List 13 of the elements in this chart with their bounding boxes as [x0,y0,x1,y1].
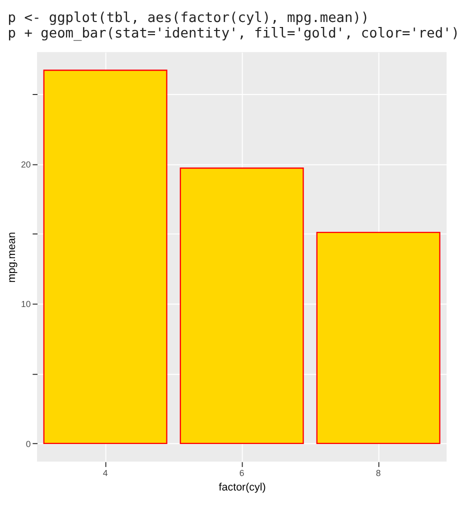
bar [316,232,440,444]
x-tick-label: 4 [102,468,108,478]
x-tick-label: 6 [239,468,244,478]
y-tick-label: 0 [26,438,31,449]
text: p + geom_bar(stat='identity', fill='gold', color='red') [8,25,460,42]
text: p <- ggplot(tbl, aes(factor(cyl), mpg.mean)) [8,10,370,26]
y-tick-label: 10 [20,299,31,310]
x-axis-title: factor(cyl) [218,481,266,494]
x-tick-label: 8 [376,468,381,478]
bar [180,168,304,444]
y-tick-label: 20 [20,159,31,170]
bar [43,70,168,444]
y-axis-title: mpg.mean [6,232,18,283]
